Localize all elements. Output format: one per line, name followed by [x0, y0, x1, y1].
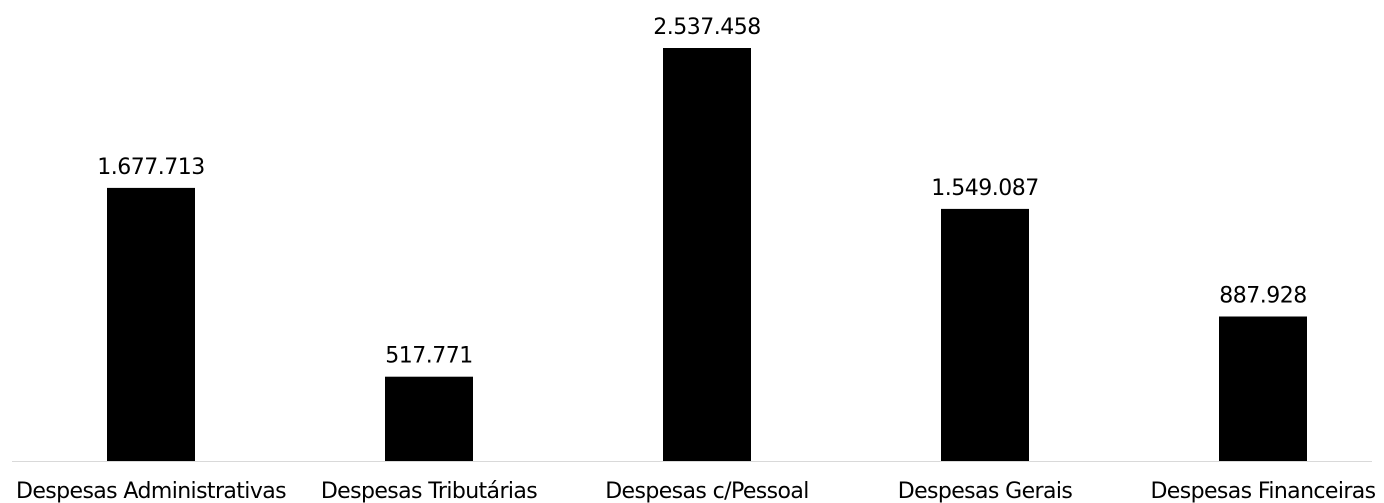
x-tick-label-1: Despesas Tributárias: [321, 479, 537, 503]
x-tick-label-0: Despesas Administrativas: [16, 479, 286, 503]
bar-0: [107, 187, 195, 461]
data-label-3: 1.549.087: [931, 176, 1038, 201]
bar-3: [941, 208, 1029, 461]
x-tick-label-3: Despesas Gerais: [898, 479, 1073, 503]
data-label-2: 2.537.458: [653, 15, 760, 40]
data-label-1: 517.771: [385, 344, 472, 369]
x-tick-label-4: Despesas Financeiras: [1150, 479, 1375, 503]
bars-layer: [107, 48, 1307, 461]
category-labels-layer: Despesas Administrativas Despesas Tributá…: [16, 479, 1376, 503]
x-tick-label-2: Despesas c/Pessoal: [605, 479, 809, 503]
value-labels-layer: 1.677.713 517.771 2.537.458 1.549.087 887.92…: [97, 15, 1307, 369]
data-label-4: 887.928: [1219, 284, 1306, 309]
bar-2: [663, 48, 751, 461]
bar-4: [1219, 316, 1307, 461]
bar-1: [385, 376, 473, 461]
data-label-0: 1.677.713: [97, 155, 204, 180]
